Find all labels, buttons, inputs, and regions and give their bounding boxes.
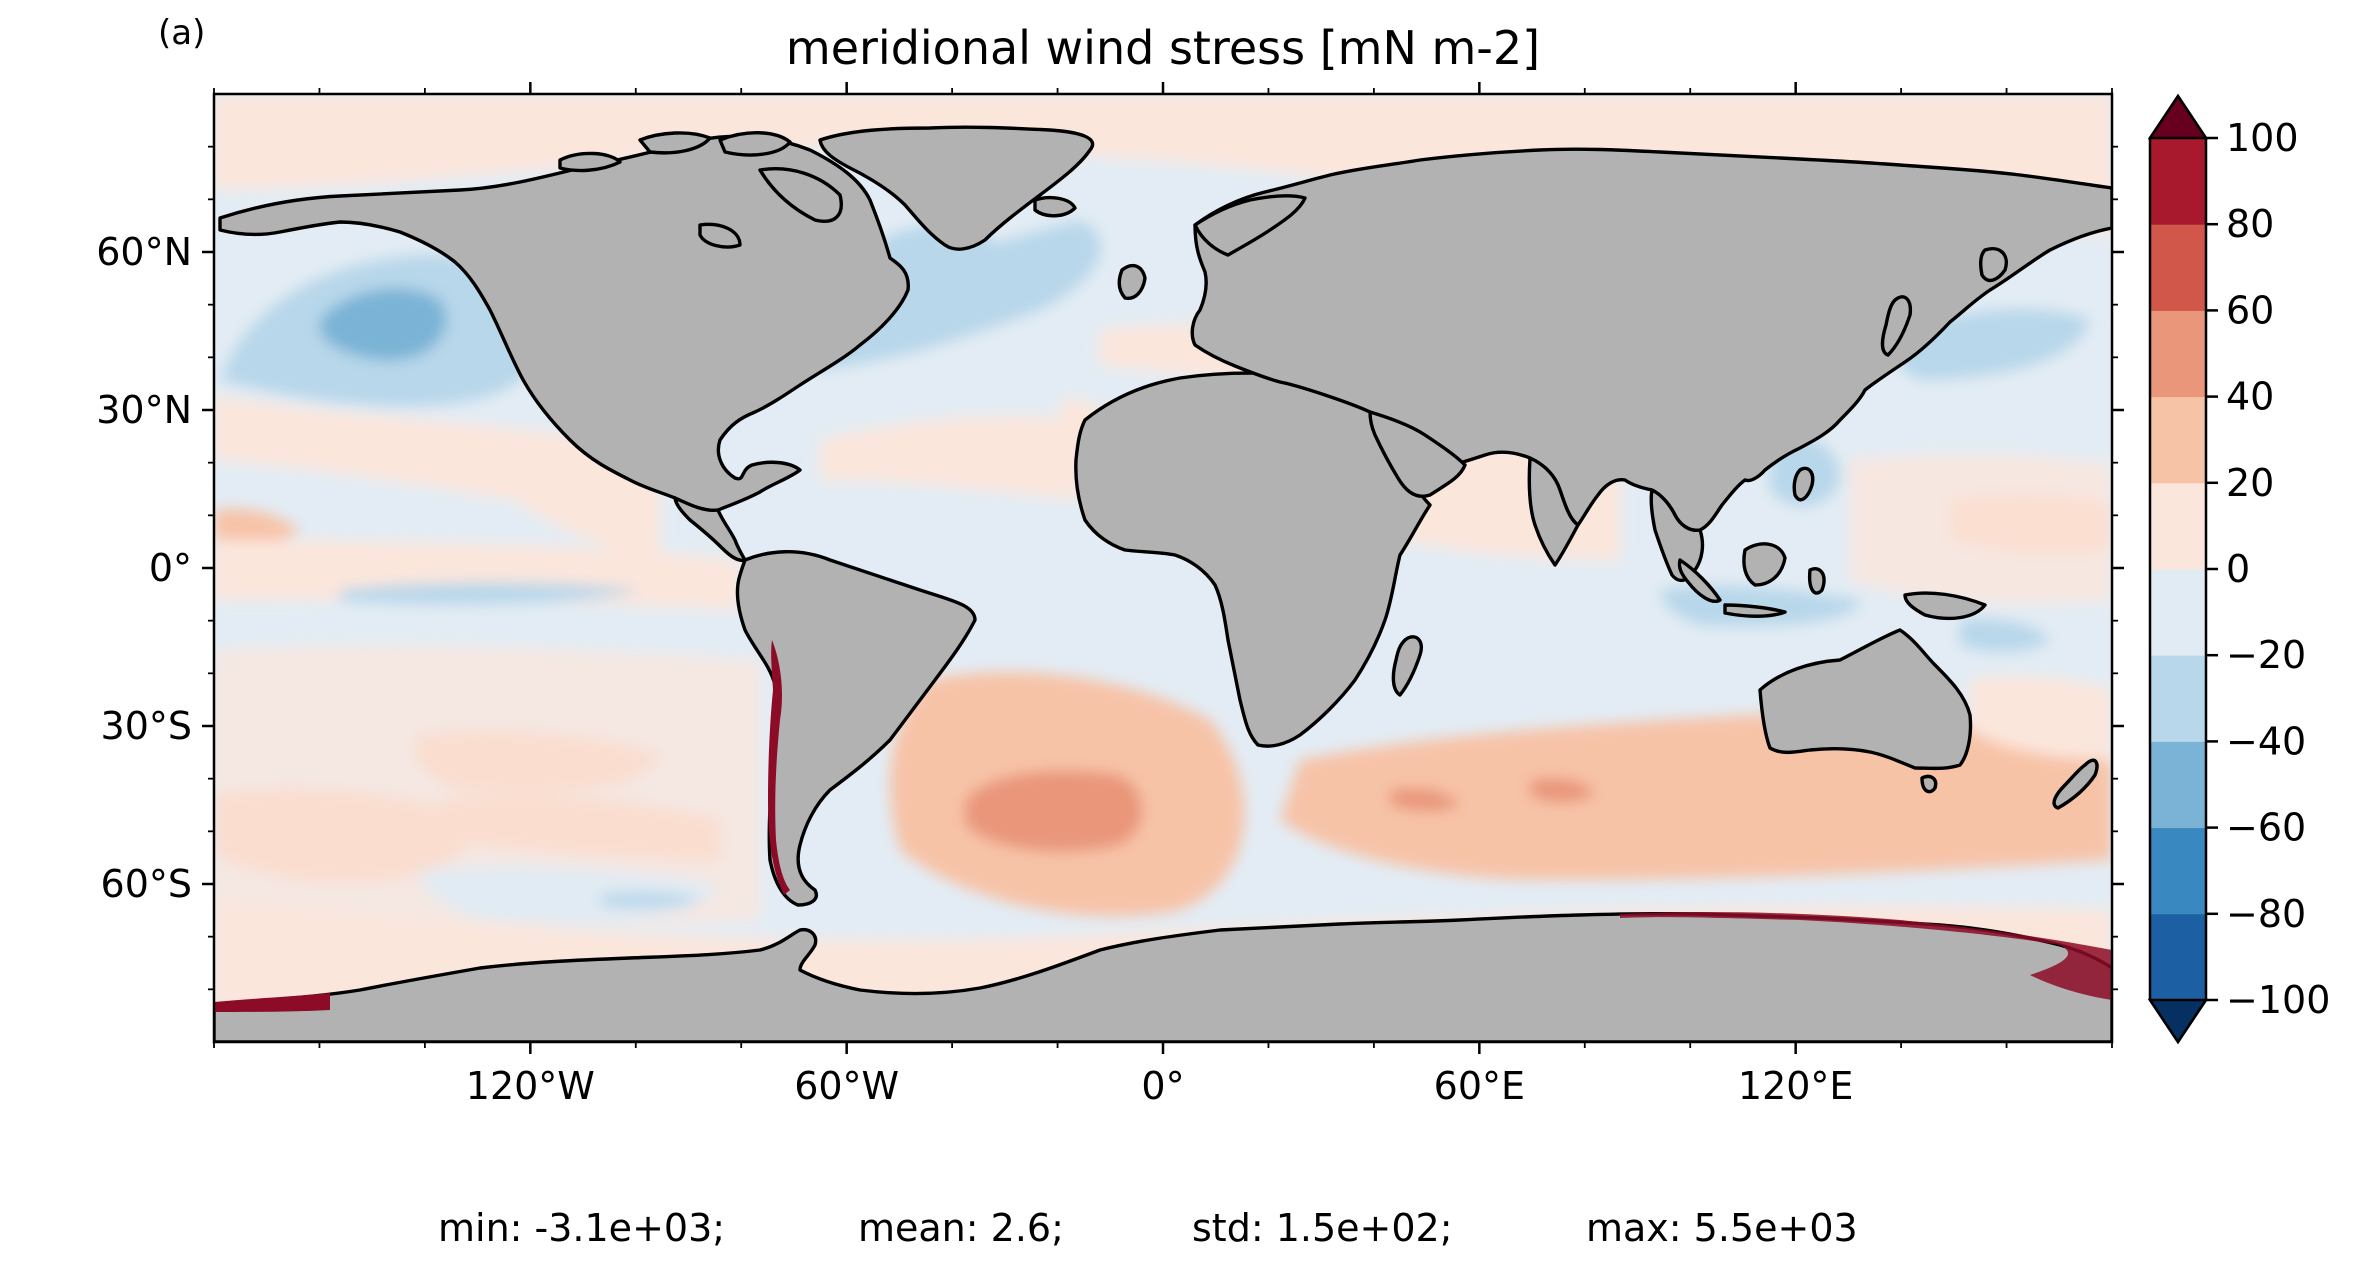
land-south-america	[735, 550, 977, 907]
lon-tick-label: 60°E	[1434, 1064, 1525, 1108]
patch-so-neg2	[600, 892, 700, 909]
patch-aus-neg	[1960, 618, 2050, 652]
colorbar-bin	[2150, 655, 2206, 742]
colorbar-tick-label: −100	[2226, 978, 2330, 1022]
land-tasmania	[1920, 774, 1938, 794]
patch-npacific-strong	[319, 288, 447, 361]
lat-tick-label: 0°	[149, 546, 192, 590]
stats-line: min: -3.1e+03; mean: 2.6; std: 1.5e+02; …	[438, 1206, 1858, 1250]
colorbar-tick-label: −60	[2226, 806, 2306, 850]
land-southampton	[698, 222, 742, 249]
patch-wpac-light	[1850, 454, 2112, 604]
wind-stress-map	[214, 94, 2112, 1042]
colorbar-bin	[2150, 138, 2206, 225]
land-kamchatka	[1979, 247, 2008, 283]
patch-so-neg	[420, 865, 720, 924]
patch-eqpac-neg	[340, 582, 640, 605]
colorbar-tick-label: 40	[2226, 375, 2274, 419]
lon-tick-label: 0°	[1141, 1064, 1184, 1108]
panel-label: (a)	[158, 13, 205, 53]
colorbar-bin	[2150, 224, 2206, 311]
land-australia	[1758, 628, 1973, 771]
colorbar-tick-label: −20	[2226, 633, 2306, 677]
colorbar-extend-max	[2147, 93, 2209, 140]
land-uk	[1117, 263, 1147, 300]
lat-tick-label: 30°S	[101, 704, 192, 748]
colorbar-bin	[2150, 913, 2206, 1001]
colorbar: 100 80 60 40 20 0 −20 −40 −60 −80 −100	[2147, 93, 2330, 1045]
lon-axis: 120°W 60°W 0° 60°E 120°E	[213, 82, 2113, 1108]
patch-sio-strong1	[1390, 788, 1460, 812]
colorbar-bin	[2150, 569, 2206, 656]
land-madagascar	[1391, 635, 1423, 697]
land-iceland	[1033, 195, 1077, 218]
colorbar-bin	[2150, 310, 2206, 398]
lat-tick-label: 30°N	[96, 388, 192, 432]
extreme-antarctic-east	[1620, 912, 2112, 1000]
patch-eqpac-pos	[214, 508, 300, 547]
patch-spac-light	[214, 645, 760, 928]
colorbar-tick-label: 100	[2226, 116, 2299, 160]
stat-min: min: -3.1e+03;	[438, 1206, 725, 1250]
colorbar-tick-label: 80	[2226, 202, 2274, 246]
land-arctic-island-1	[638, 131, 712, 155]
colorbar-tick-label: 20	[2226, 461, 2274, 505]
colorbar-tick-label: −40	[2226, 719, 2306, 763]
land-arctic-island-2	[718, 131, 792, 157]
colorbar-tick-label: −80	[2226, 892, 2306, 936]
land-new-guinea	[1903, 591, 1987, 621]
land-philippines	[1792, 466, 1815, 502]
patch-sio-strong2	[1530, 778, 1595, 803]
colorbar-tick-label: 60	[2226, 288, 2274, 332]
land-baffin	[758, 167, 843, 223]
lon-tick-label: 60°W	[794, 1064, 899, 1108]
colorbar-bin	[2150, 396, 2206, 484]
land-scandinavia	[1193, 194, 1307, 257]
colorbar-extend-min	[2147, 998, 2209, 1045]
coastal-extremes	[214, 640, 2112, 1012]
stat-max: max: 5.5e+03	[1586, 1206, 1858, 1250]
lat-axis: 60°N 30°N 0° 30°S 60°S	[96, 145, 2124, 991]
colorbar-bin	[2150, 482, 2206, 570]
patch-tasman-pos	[1970, 675, 2112, 760]
land	[214, 125, 2112, 1042]
land-india	[1527, 456, 1580, 567]
land-arabia	[1368, 410, 1467, 498]
colorbar-tick-label: 0	[2226, 547, 2250, 591]
stat-mean: mean: 2.6;	[858, 1206, 1064, 1250]
colorbar-bin	[2150, 827, 2206, 915]
land-java	[1723, 603, 1787, 618]
lat-tick-label: 60°N	[96, 230, 192, 274]
land-new-zealand	[2052, 758, 2099, 810]
lon-tick-label: 120°E	[1738, 1064, 1854, 1108]
land-sulawesi	[1807, 567, 1826, 595]
land-japan	[1880, 295, 1913, 357]
extreme-antarctic-west	[214, 993, 330, 1012]
land-arctic-island-3	[558, 151, 622, 173]
lon-tick-label: 120°W	[466, 1064, 595, 1108]
land-borneo	[1742, 542, 1787, 587]
stat-std: std: 1.5e+02;	[1192, 1206, 1453, 1250]
patch-natl-pos	[820, 416, 1080, 500]
land-sumatra	[1677, 558, 1722, 603]
colorbar-bin	[2150, 741, 2206, 829]
map-title: meridional wind stress [mN m-2]	[786, 21, 1540, 75]
lat-tick-label: 60°S	[101, 862, 192, 906]
patch-satl-strong	[965, 770, 1143, 853]
extreme-chile	[768, 640, 790, 895]
